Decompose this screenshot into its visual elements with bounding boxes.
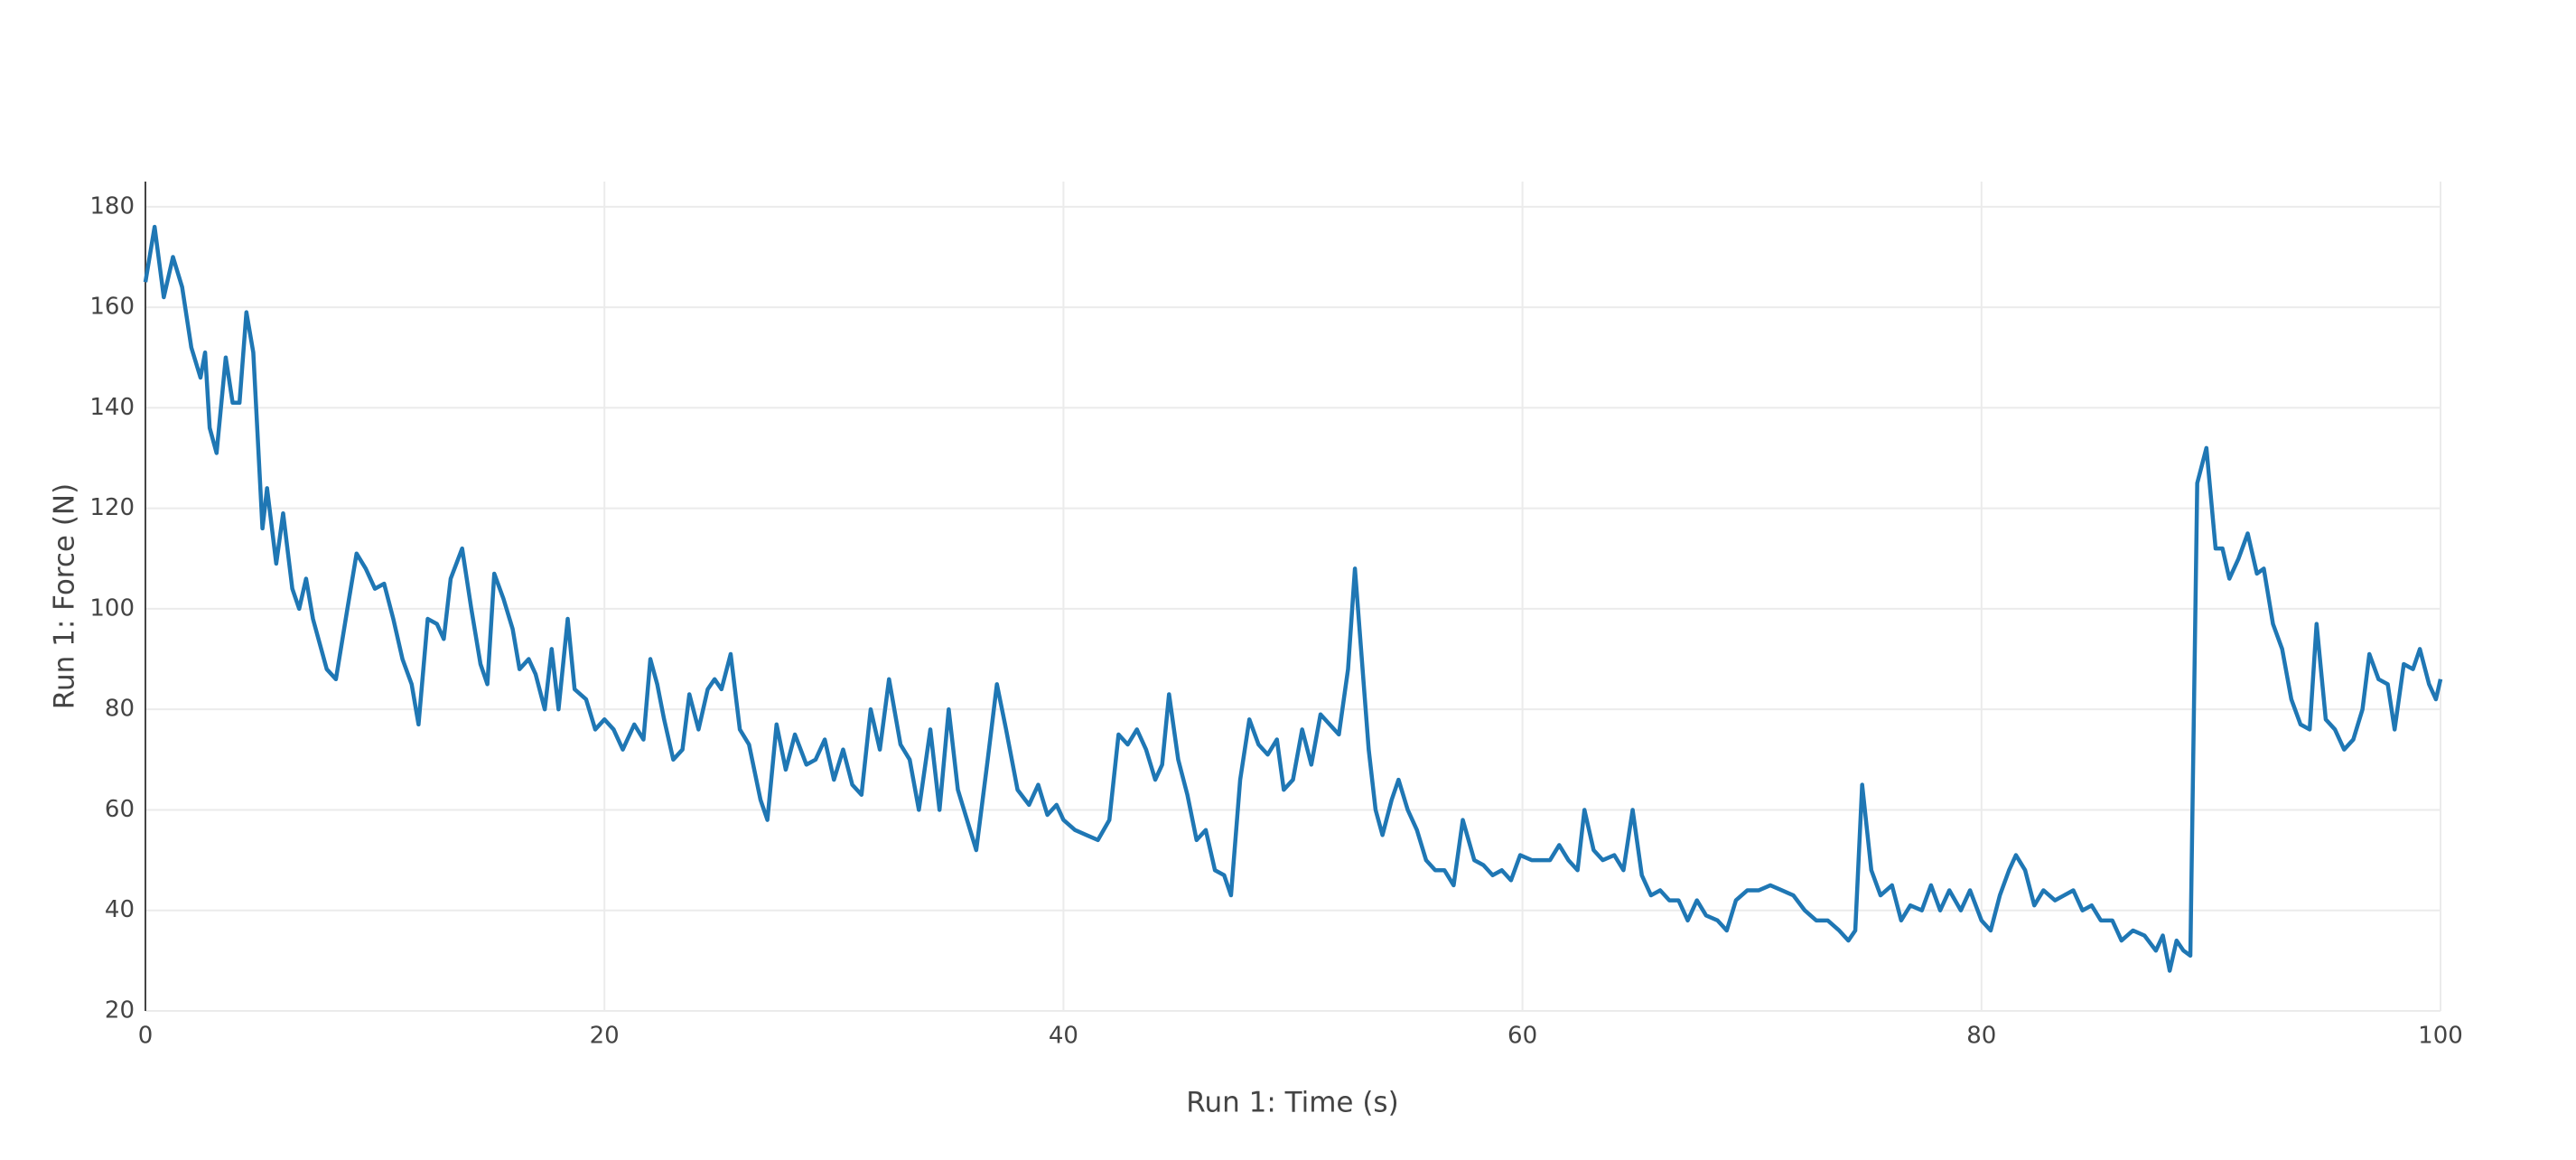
x-axis-title: Run 1: Time (s) xyxy=(1186,1087,1398,1119)
y-axis-title: Run 1: Force (N) xyxy=(49,483,81,709)
y-tick-label: 20 xyxy=(105,997,135,1024)
y-tick-label: 80 xyxy=(105,696,135,723)
y-tick-label: 60 xyxy=(105,796,135,823)
y-tick-label: 120 xyxy=(89,494,135,521)
y-tick-label: 40 xyxy=(105,896,135,923)
x-tick-label: 100 xyxy=(2418,1023,2463,1050)
x-tick-label: 20 xyxy=(590,1023,620,1050)
y-tick-label: 100 xyxy=(89,594,135,622)
x-tick-label: 80 xyxy=(1966,1023,1996,1050)
y-tick-label: 160 xyxy=(89,294,135,321)
x-tick-label: 60 xyxy=(1507,1023,1537,1050)
x-tick-label: 40 xyxy=(1049,1023,1078,1050)
y-tick-label: 140 xyxy=(89,394,135,421)
x-tick-label: 0 xyxy=(138,1023,154,1050)
data-line xyxy=(143,224,2443,973)
y-tick-label: 180 xyxy=(89,192,135,220)
